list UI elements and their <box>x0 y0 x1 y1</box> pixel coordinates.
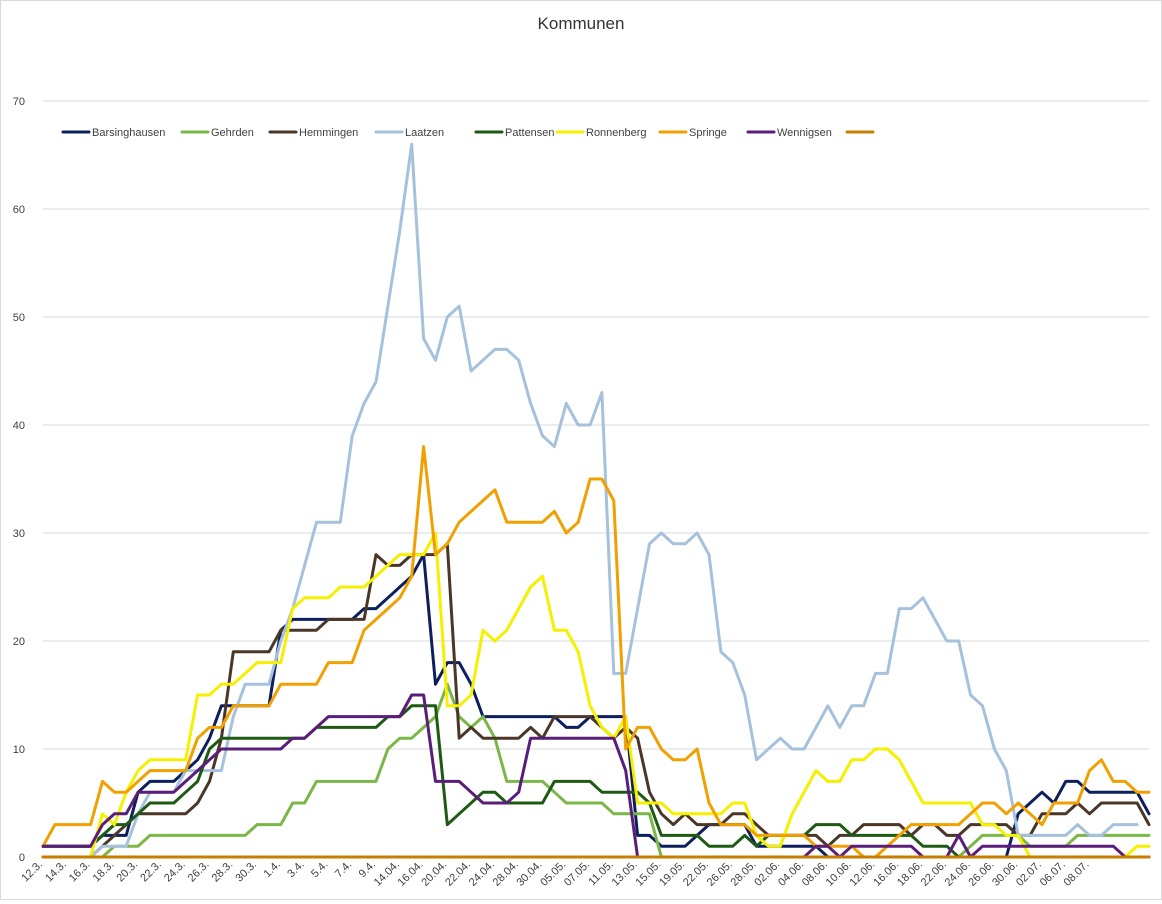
x-tick-label: 26.06. <box>966 859 996 889</box>
x-tick-label: 18.3. <box>91 859 117 885</box>
series-line-gehrden <box>41 682 1151 859</box>
x-tick-label: 02.06. <box>752 859 782 889</box>
x-axis-ticks: 12.3.14.3.16.3.18.3.20.3.22.3.24.3.26.3.… <box>19 859 1091 889</box>
y-tick-label: 20 <box>13 636 25 648</box>
x-tick-label: 04.06. <box>776 859 806 889</box>
x-tick-label: 12.06. <box>847 859 877 889</box>
series-line-ronnenberg <box>41 531 1151 859</box>
x-tick-label: 07.05. <box>562 859 592 889</box>
legend-label-pattensen: Pattensen <box>505 127 555 139</box>
x-tick-label: 14.3. <box>43 859 69 885</box>
series-line-hemmingen <box>41 542 1151 859</box>
x-tick-label: 3.4. <box>285 859 306 880</box>
series-lines <box>41 142 1151 859</box>
y-tick-label: 40 <box>13 420 25 432</box>
series-line-springe <box>41 445 1151 859</box>
y-tick-label: 0 <box>19 852 25 864</box>
series-line-wennigsen <box>41 693 1139 859</box>
x-tick-label: 18.06. <box>895 859 925 889</box>
x-tick-label: 22.3. <box>138 859 164 885</box>
series-line-laatzen <box>41 142 1139 859</box>
x-tick-label: 28.05. <box>729 859 759 889</box>
chart-title: Kommunen <box>538 14 625 33</box>
x-tick-label: 16.3. <box>67 859 93 885</box>
x-tick-label: 13.05. <box>610 859 640 889</box>
y-tick-label: 30 <box>13 528 25 540</box>
x-tick-label: 24.06. <box>943 859 973 889</box>
x-tick-label: 16.04. <box>396 859 426 889</box>
x-tick-label: 22.05. <box>681 859 711 889</box>
x-tick-label: 15.05. <box>633 859 663 889</box>
x-tick-label: 10.06. <box>824 859 854 889</box>
y-tick-label: 60 <box>13 204 25 216</box>
x-tick-label: 05.05. <box>538 859 568 889</box>
x-tick-label: 11.05. <box>586 859 616 889</box>
x-tick-label: 28.3. <box>210 859 236 885</box>
y-tick-label: 70 <box>13 96 25 108</box>
x-tick-label: 08.06. <box>800 859 830 889</box>
x-tick-label: 20.04. <box>419 859 449 889</box>
x-tick-label: 28.04. <box>491 859 521 889</box>
x-tick-label: 19.05. <box>657 859 687 889</box>
legend-label-barsinghausen: Barsinghausen <box>92 127 165 139</box>
x-tick-label: 06.07. <box>1038 859 1068 889</box>
x-tick-label: 14.04. <box>372 859 402 889</box>
legend-label-gehrden: Gehrden <box>211 127 254 139</box>
x-tick-label: 22.04. <box>443 859 473 889</box>
x-tick-label: 7.4. <box>333 859 354 880</box>
legend-label-wennigsen: Wennigsen <box>777 127 832 139</box>
legend-label-laatzen: Laatzen <box>405 127 444 139</box>
y-axis-ticks: 0 10 20 30 40 50 60 70 <box>13 96 25 864</box>
legend-label-hemmingen: Hemmingen <box>299 127 358 139</box>
legend: Barsinghausen Gehrden Hemmingen Laatzen Patt… <box>61 127 875 139</box>
x-tick-label: 30.3. <box>233 859 259 885</box>
x-tick-label: 26.05. <box>705 859 735 889</box>
x-tick-label: 08.07. <box>1062 859 1092 889</box>
x-tick-label: 02.07. <box>1014 859 1044 889</box>
x-tick-label: 16.06. <box>871 859 901 889</box>
y-tick-label: 50 <box>13 312 25 324</box>
x-tick-label: 20.3. <box>114 859 140 885</box>
x-tick-label: 22.06. <box>919 859 949 889</box>
x-tick-label: 30.06. <box>990 859 1020 889</box>
x-tick-label: 24.3. <box>162 859 188 885</box>
legend-label-ronnenberg: Ronnenberg <box>586 127 647 139</box>
x-tick-label: 24.04. <box>467 859 497 889</box>
legend-label-springe: Springe <box>689 127 727 139</box>
y-tick-label: 10 <box>13 744 25 756</box>
x-tick-label: 5.4. <box>309 859 330 880</box>
x-tick-label: 26.3. <box>186 859 212 885</box>
x-tick-label: 1.4. <box>261 859 282 880</box>
x-tick-label: 30.04. <box>514 859 544 889</box>
